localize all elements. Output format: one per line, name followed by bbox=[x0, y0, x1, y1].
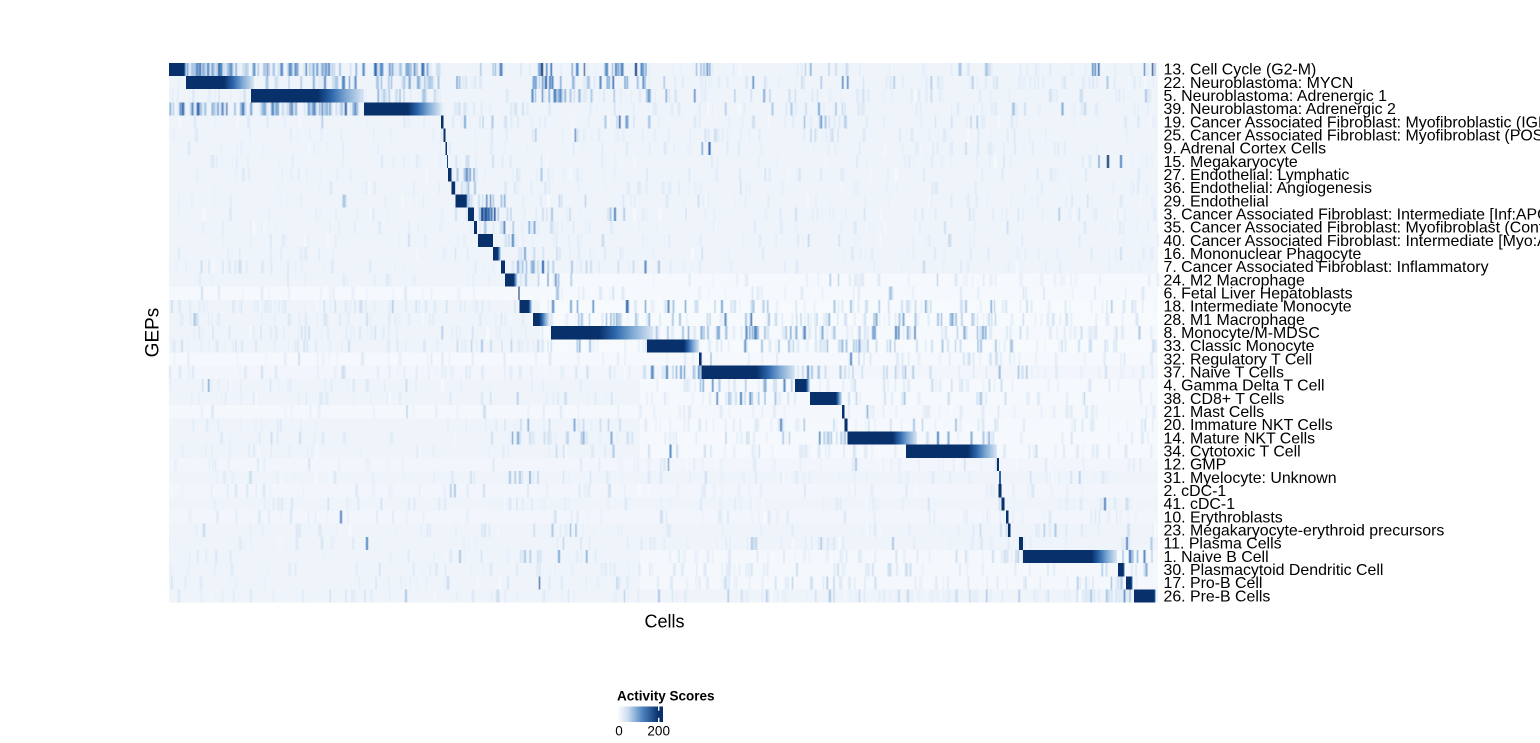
svg-text:25. Cancer Associated Fibrobla: 25. Cancer Associated Fibroblast: Myofib… bbox=[1164, 128, 1540, 145]
svg-text:26. Pre-B Cells: 26. Pre-B Cells bbox=[1164, 588, 1271, 605]
svg-text:33. Classic Monocyte: 33. Classic Monocyte bbox=[1164, 338, 1315, 355]
svg-text:23. Megakaryocyte-erythroid pr: 23. Megakaryocyte-erythroid precursors bbox=[1164, 523, 1445, 540]
svg-text:10. Erythroblasts: 10. Erythroblasts bbox=[1164, 509, 1283, 526]
svg-text:7. Cancer Associated Fibroblas: 7. Cancer Associated Fibroblast: Inflamm… bbox=[1164, 259, 1489, 276]
svg-text:13. Cell Cycle (G2-M): 13. Cell Cycle (G2-M) bbox=[1164, 62, 1317, 79]
svg-text:0: 0 bbox=[615, 724, 623, 739]
svg-text:24. M2 Macrophage: 24. M2 Macrophage bbox=[1164, 272, 1305, 289]
svg-text:3. Cancer Associated Fibroblas: 3. Cancer Associated Fibroblast: Interme… bbox=[1164, 207, 1540, 224]
svg-text:41. cDC-1: 41. cDC-1 bbox=[1164, 496, 1236, 513]
svg-text:29. Endothelial: 29. Endothelial bbox=[1164, 193, 1269, 210]
svg-text:4. Gamma Delta T Cell: 4. Gamma Delta T Cell bbox=[1164, 378, 1325, 395]
svg-text:34. Cytotoxic T Cell: 34. Cytotoxic T Cell bbox=[1164, 444, 1301, 461]
svg-text:19. Cancer Associated Fibrobla: 19. Cancer Associated Fibroblast: Myofib… bbox=[1164, 114, 1540, 131]
svg-text:20. Immature NKT Cells: 20. Immature NKT Cells bbox=[1164, 417, 1333, 434]
svg-text:14. Mature NKT Cells: 14. Mature NKT Cells bbox=[1164, 430, 1316, 447]
svg-text:11. Plasma Cells: 11. Plasma Cells bbox=[1164, 536, 1282, 553]
svg-text:18. Intermediate Monocyte: 18. Intermediate Monocyte bbox=[1164, 299, 1352, 316]
svg-text:28. M1 Macrophage: 28. M1 Macrophage bbox=[1164, 312, 1305, 329]
svg-text:31. Myelocyte: Unknown: 31. Myelocyte: Unknown bbox=[1164, 470, 1337, 487]
svg-text:30. Plasmacytoid Dendritic Cel: 30. Plasmacytoid Dendritic Cell bbox=[1164, 562, 1384, 579]
svg-text:22. Neuroblastoma: MYCN: 22. Neuroblastoma: MYCN bbox=[1164, 75, 1354, 92]
svg-text:12. GMP: 12. GMP bbox=[1164, 457, 1227, 474]
svg-text:40. Cancer Associated Fibrobla: 40. Cancer Associated Fibroblast: Interm… bbox=[1164, 233, 1540, 250]
svg-text:32. Regulatory T Cell: 32. Regulatory T Cell bbox=[1164, 351, 1313, 368]
svg-text:9. Adrenal Cortex Cells: 9. Adrenal Cortex Cells bbox=[1164, 141, 1327, 158]
svg-text:36. Endothelial: Angiogenesis: 36. Endothelial: Angiogenesis bbox=[1164, 180, 1373, 197]
svg-text:27. Endothelial: Lymphatic: 27. Endothelial: Lymphatic bbox=[1164, 167, 1350, 184]
svg-text:1. Naive B Cell: 1. Naive B Cell bbox=[1164, 549, 1269, 566]
svg-text:16. Mononuclear Phagocyte: 16. Mononuclear Phagocyte bbox=[1164, 246, 1362, 263]
svg-text:2. cDC-1: 2. cDC-1 bbox=[1164, 483, 1227, 500]
svg-text:Activity Scores: Activity Scores bbox=[617, 689, 715, 704]
svg-text:39. Neuroblastoma: Adrenergic: 39. Neuroblastoma: Adrenergic 2 bbox=[1164, 101, 1396, 118]
svg-text:15. Megakaryocyte: 15. Megakaryocyte bbox=[1164, 154, 1298, 171]
svg-text:5. Neuroblastoma: Adrenergic 1: 5. Neuroblastoma: Adrenergic 1 bbox=[1164, 88, 1388, 105]
svg-text:GEPs: GEPs bbox=[142, 308, 163, 358]
svg-text:35. Cancer Associated Fibrobla: 35. Cancer Associated Fibroblast: Myofib… bbox=[1164, 220, 1540, 237]
svg-text:Cells: Cells bbox=[644, 612, 684, 632]
svg-text:38. CD8+ T Cells: 38. CD8+ T Cells bbox=[1164, 391, 1285, 408]
svg-text:17. Pro-B Cell: 17. Pro-B Cell bbox=[1164, 575, 1263, 592]
svg-text:37. Naive T Cells: 37. Naive T Cells bbox=[1164, 365, 1284, 382]
svg-text:21. Mast Cells: 21. Mast Cells bbox=[1164, 404, 1265, 421]
svg-text:8. Monocyte/M-MDSC: 8. Monocyte/M-MDSC bbox=[1164, 325, 1320, 342]
svg-text:200: 200 bbox=[647, 724, 670, 739]
svg-text:6. Fetal Liver Hepatoblasts: 6. Fetal Liver Hepatoblasts bbox=[1164, 286, 1353, 303]
